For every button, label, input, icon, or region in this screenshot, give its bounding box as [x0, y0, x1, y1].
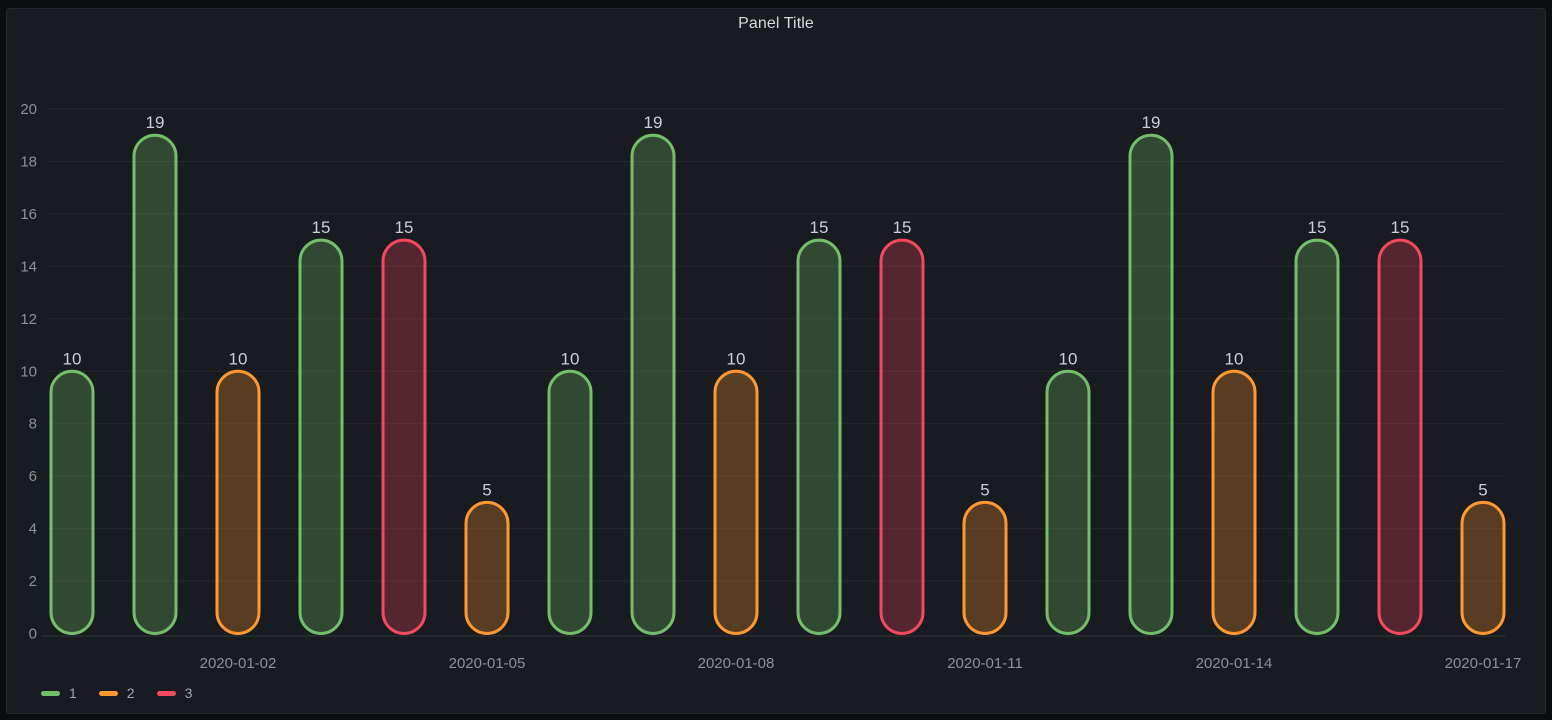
bar-value-label: 19: [1142, 113, 1161, 132]
bar-series-1[interactable]: [1294, 238, 1340, 635]
bar-series-1[interactable]: [1045, 369, 1091, 635]
y-axis-tick-label: 16: [20, 206, 37, 223]
y-axis-tick-label: 10: [20, 363, 37, 380]
bar-series-1[interactable]: [796, 238, 842, 635]
legend-swatch-icon: [41, 690, 60, 696]
bar-value-label: 15: [893, 218, 912, 237]
bar-value-label: 19: [644, 113, 663, 132]
y-axis-tick-label: 18: [20, 153, 37, 170]
bar-value-label: 5: [1478, 480, 1487, 499]
bar-series-1[interactable]: [132, 133, 178, 635]
bar-value-label: 5: [482, 480, 491, 499]
y-axis-tick-label: 12: [20, 311, 37, 328]
bar-value-label: 10: [1225, 349, 1244, 368]
bar-value-label: 5: [980, 480, 989, 499]
y-axis-tick-label: 4: [29, 521, 37, 538]
bar-series-3[interactable]: [879, 238, 925, 635]
x-axis-tick-label: 2020-01-11: [947, 655, 1023, 672]
legend-label[interactable]: 1: [69, 685, 77, 701]
bar-value-label: 10: [727, 349, 746, 368]
bar-series-2[interactable]: [215, 369, 261, 635]
legend-item-1[interactable]: 1: [41, 685, 77, 701]
grafana-panel: Panel Title 0 2 4 6 8 10 12 14 16 18 20 10 19 10 15 15 5…: [6, 8, 1546, 714]
bar-value-label: 10: [229, 349, 248, 368]
x-axis-tick-label: 2020-01-17: [1445, 655, 1522, 672]
bar-series-1[interactable]: [298, 238, 344, 635]
legend-item-2[interactable]: 2: [98, 685, 135, 701]
bar-series-2[interactable]: [962, 500, 1008, 635]
x-axis-tick-label: 2020-01-05: [449, 655, 526, 672]
bar-value-label: 19: [146, 113, 165, 132]
bar-series-1[interactable]: [547, 369, 593, 635]
x-axis-tick-label: 2020-01-14: [1196, 655, 1273, 672]
legend-item-3[interactable]: 3: [156, 685, 193, 701]
y-axis-tick-label: 8: [29, 416, 37, 433]
bar-value-label: 15: [312, 218, 331, 237]
bar-series-2[interactable]: [713, 369, 759, 635]
legend-swatch-icon: [156, 690, 176, 696]
bar-value-label: 10: [1059, 349, 1078, 368]
legend-label[interactable]: 2: [126, 685, 135, 701]
y-axis-tick-label: 14: [20, 258, 37, 275]
y-axis-tick-label: 6: [29, 468, 37, 485]
bar-series-2[interactable]: [1460, 500, 1506, 635]
chart-legend: 1 2 3: [41, 685, 192, 701]
legend-label[interactable]: 3: [184, 685, 193, 701]
bar-value-label: 10: [561, 349, 580, 368]
bar-value-label: 15: [1391, 218, 1410, 237]
y-axis-tick-label: 0: [29, 626, 37, 643]
bar-series-2[interactable]: [464, 500, 510, 635]
legend-swatch-icon: [98, 690, 118, 696]
bar-value-label: 10: [63, 349, 82, 368]
x-axis-tick-label: 2020-01-02: [200, 655, 277, 672]
bar-series-3[interactable]: [381, 238, 427, 635]
panel-title[interactable]: Panel Title: [738, 15, 814, 32]
bar-series-3[interactable]: [1377, 238, 1423, 635]
bar-series-1[interactable]: [49, 369, 95, 635]
y-axis-tick-label: 2: [29, 573, 37, 590]
bar-value-label: 15: [810, 218, 829, 237]
bar-series-2[interactable]: [1211, 369, 1257, 635]
bar-value-label: 15: [1308, 218, 1327, 237]
bar-series-1[interactable]: [630, 133, 676, 635]
bar-value-label: 15: [395, 218, 414, 237]
x-axis-tick-label: 2020-01-08: [698, 655, 775, 672]
y-axis-tick-label: 20: [20, 101, 37, 118]
bar-series-1[interactable]: [1128, 133, 1174, 635]
panel-header[interactable]: Panel Title: [7, 9, 1545, 39]
